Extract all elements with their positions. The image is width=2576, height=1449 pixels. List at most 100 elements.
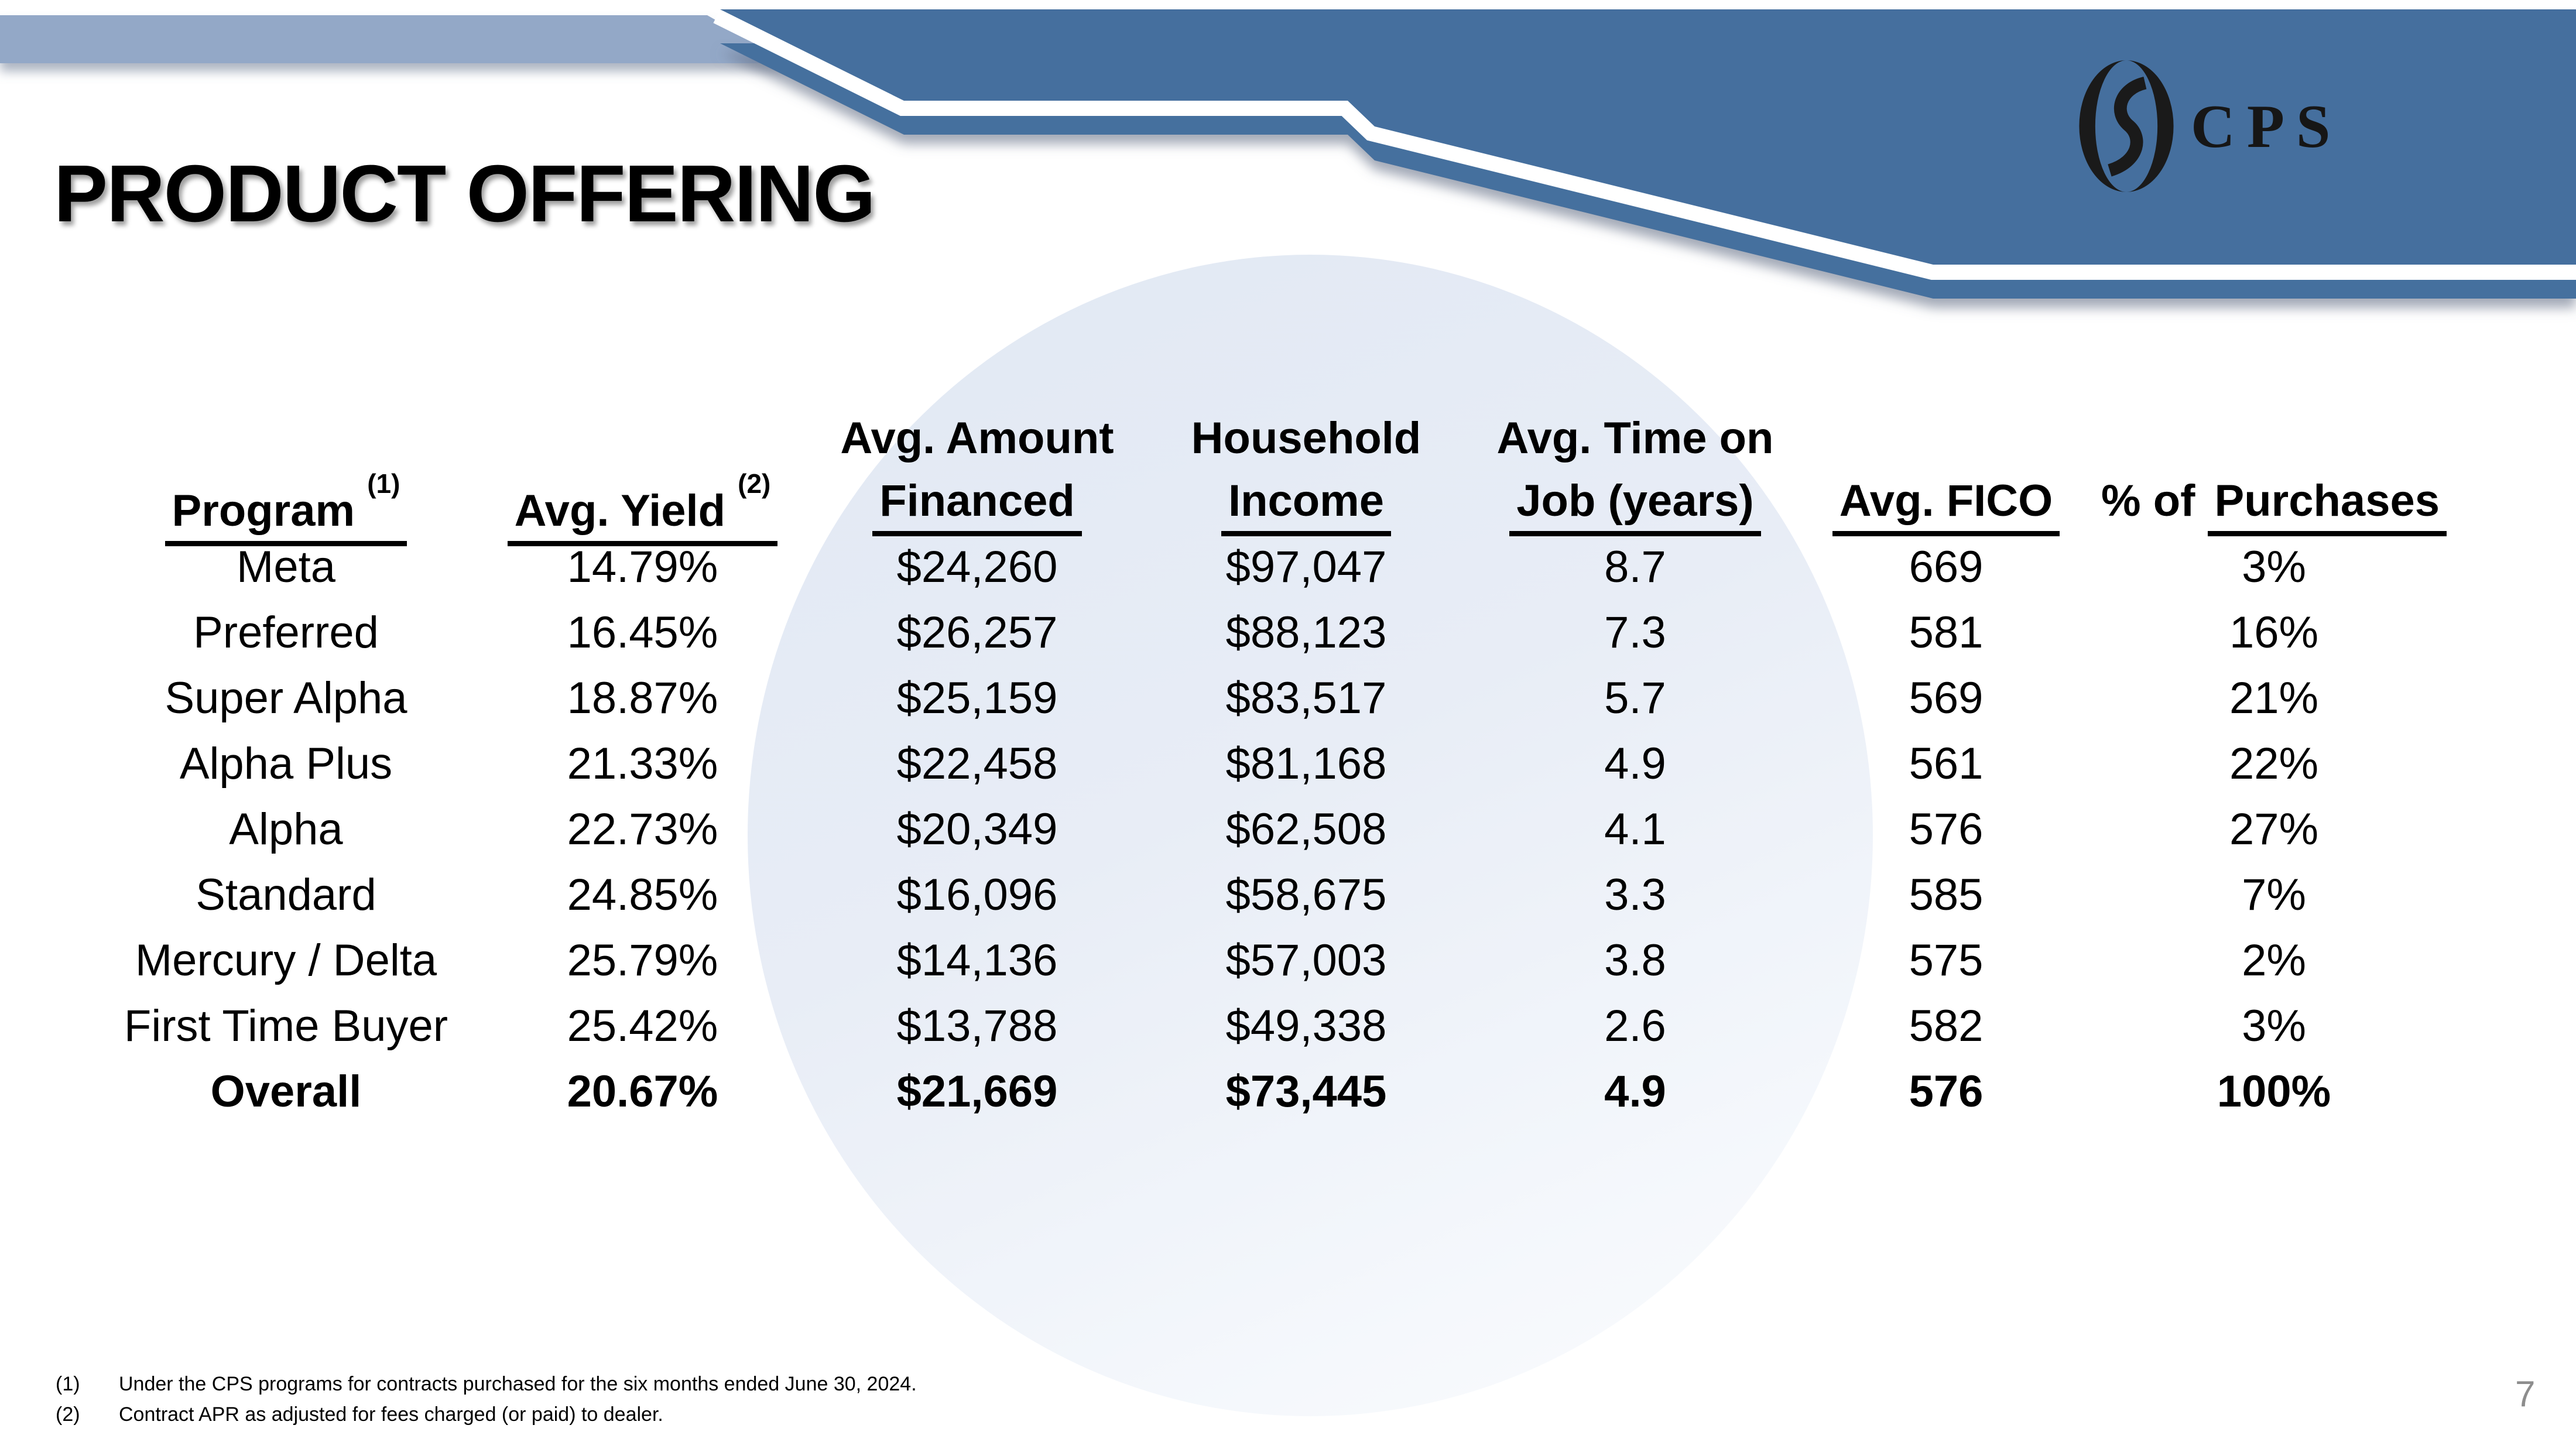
- footnote: (2) Contract APR as adjusted for fees cha…: [56, 1399, 917, 1430]
- column-header: Avg. Yield (2): [472, 404, 813, 547]
- table-row: Mercury / Delta 25.79% $14,136 $57,003 3.8 57…: [100, 928, 2455, 994]
- table-cell-program: Preferred: [193, 608, 379, 657]
- table-cell-avg_amount_financed: $25,159: [896, 673, 1058, 723]
- table-cell-avg_amount_financed: $16,096: [896, 870, 1058, 920]
- table-cell-program: Super Alpha: [165, 673, 407, 723]
- table-cell-avg_fico: 576: [1909, 1067, 1984, 1116]
- table-cell-pct_of_purchases: 21%: [2229, 673, 2319, 723]
- column-header-line2: Financed: [813, 473, 1142, 536]
- column-header-line1: [1800, 404, 2092, 473]
- table-cell-household_income: $57,003: [1225, 936, 1387, 985]
- column-header-label-text: Financed: [879, 476, 1075, 526]
- table-cell-avg_yield: 16.45%: [567, 608, 718, 657]
- table-cell-avg_time_on_job: 7.3: [1604, 608, 1666, 657]
- column-header: Avg. FICO: [1800, 404, 2092, 536]
- table-row: Standard 24.85% $16,096 $58,675 3.3 585 7%: [100, 862, 2455, 928]
- column-header-label-text: Avg. Yield: [514, 486, 738, 536]
- column-header-footnote-ref: (1): [367, 468, 400, 499]
- page-title: PRODUCT OFFERING: [54, 149, 876, 239]
- table-cell-avg_time_on_job: 4.9: [1604, 1067, 1666, 1116]
- table-cell-household_income: $73,445: [1225, 1067, 1387, 1116]
- table-cell-avg_amount_financed: $13,788: [896, 1001, 1058, 1051]
- table-cell-household_income: $88,123: [1225, 608, 1387, 657]
- column-header: Avg. Time on Job (years): [1471, 404, 1800, 536]
- table-cell-household_income: $81,168: [1225, 739, 1387, 789]
- table-cell-avg_yield: 20.67%: [567, 1067, 718, 1116]
- table-cell-avg_fico: 585: [1909, 870, 1984, 920]
- table-cell-program: Standard: [196, 870, 376, 920]
- column-header-label: Avg. FICO: [1832, 476, 2060, 536]
- table-cell-avg_time_on_job: 4.9: [1604, 739, 1666, 789]
- table-cell-household_income: $97,047: [1225, 542, 1387, 592]
- table-row: Overall 20.67% $21,669 $73,445 4.9 576 100%: [100, 1059, 2455, 1125]
- table-row: Preferred 16.45% $26,257 $88,123 7.3 581 16%: [100, 600, 2455, 666]
- column-header-line1: [472, 404, 813, 473]
- column-header-label-text: Avg. FICO: [1839, 476, 2053, 526]
- table-cell-program: Alpha Plus: [179, 739, 393, 789]
- column-header-line1: Household: [1191, 413, 1421, 463]
- page-number: 7: [2515, 1374, 2536, 1414]
- table-header-row: Program (1) Avg. Yield (2) Avg. Amount Fina…: [100, 404, 2455, 547]
- table-body: Meta 14.79% $24,260 $97,047 8.7 669 3% Preferre…: [100, 535, 2455, 1125]
- column-header-line2: Income: [1142, 473, 1471, 536]
- column-header: Program (1): [100, 404, 472, 547]
- table-cell-avg_amount_financed: $22,458: [896, 739, 1058, 789]
- table-cell-avg_yield: 25.79%: [567, 936, 718, 985]
- table-cell-household_income: $58,675: [1225, 870, 1387, 920]
- table-cell-avg_time_on_job: 5.7: [1604, 673, 1666, 723]
- table-cell-avg_yield: 24.85%: [567, 870, 718, 920]
- banner-light-bar: [0, 15, 792, 63]
- column-header-line1: [2092, 404, 2455, 473]
- column-header-label: Program (1): [165, 468, 407, 547]
- background-circle: [748, 255, 1873, 1416]
- column-header-line2: Program (1): [100, 468, 472, 547]
- column-header-label: Financed: [872, 476, 1082, 536]
- table-cell-household_income: $49,338: [1225, 1001, 1387, 1051]
- column-header-label-text: Income: [1228, 476, 1385, 526]
- table-cell-avg_yield: 21.33%: [567, 739, 718, 789]
- table-cell-avg_time_on_job: 3.8: [1604, 936, 1666, 985]
- table-cell-program: First Time Buyer: [124, 1001, 448, 1051]
- table-cell-program: Mercury / Delta: [135, 936, 437, 985]
- table-cell-pct_of_purchases: 2%: [2242, 936, 2306, 985]
- table-cell-avg_fico: 575: [1909, 936, 1984, 985]
- banner-main-shape: [720, 9, 2576, 265]
- table-cell-household_income: $62,508: [1225, 804, 1387, 854]
- table-cell-avg_yield: 14.79%: [567, 542, 718, 592]
- table-cell-avg_time_on_job: 3.3: [1604, 870, 1666, 920]
- table-row: Super Alpha 18.87% $25,159 $83,517 5.7 569 21%: [100, 666, 2455, 731]
- table-cell-avg_time_on_job: 4.1: [1604, 804, 1666, 854]
- table-cell-pct_of_purchases: 7%: [2242, 870, 2306, 920]
- table-cell-program: Meta: [237, 542, 335, 592]
- program-table: Program (1) Avg. Yield (2) Avg. Amount Fina…: [100, 404, 2455, 1125]
- table-cell-household_income: $83,517: [1225, 673, 1387, 723]
- table-row: Alpha 22.73% $20,349 $62,508 4.1 576 27%: [100, 797, 2455, 862]
- table-cell-avg_fico: 669: [1909, 542, 1984, 592]
- table-cell-avg_time_on_job: 2.6: [1604, 1001, 1666, 1051]
- table-cell-avg_time_on_job: 8.7: [1604, 542, 1666, 592]
- table-cell-avg_fico: 581: [1909, 608, 1984, 657]
- column-header-label: Purchases: [2207, 476, 2447, 536]
- column-header-line2: % of Purchases: [2092, 473, 2455, 536]
- table-cell-avg_amount_financed: $24,260: [896, 542, 1058, 592]
- footnote-text: Contract APR as adjusted for fees charge…: [119, 1403, 663, 1426]
- table-cell-avg_amount_financed: $20,349: [896, 804, 1058, 854]
- cps-swirl-icon: [2079, 60, 2174, 192]
- table-cell-program: Alpha: [229, 804, 343, 854]
- table-cell-pct_of_purchases: 3%: [2242, 542, 2306, 592]
- column-header-label-text: Job (years): [1516, 476, 1754, 526]
- table-cell-avg_fico: 561: [1909, 739, 1984, 789]
- table-cell-avg_yield: 22.73%: [567, 804, 718, 854]
- logo-text: CPS: [2191, 92, 2342, 160]
- cps-logo: CPS: [2077, 57, 2342, 195]
- table-cell-avg_amount_financed: $26,257: [896, 608, 1058, 657]
- table-cell-avg_fico: 569: [1909, 673, 1984, 723]
- table-row: Meta 14.79% $24,260 $97,047 8.7 669 3%: [100, 535, 2455, 600]
- column-header-line1: Avg. Time on: [1496, 413, 1774, 463]
- column-header-footnote-ref: (2): [738, 468, 771, 499]
- top-banner: [0, 0, 2576, 299]
- column-header: % of Purchases: [2092, 404, 2455, 536]
- column-header-line1: Avg. Amount: [840, 413, 1114, 463]
- column-header-line2: Avg. FICO: [1800, 473, 2092, 536]
